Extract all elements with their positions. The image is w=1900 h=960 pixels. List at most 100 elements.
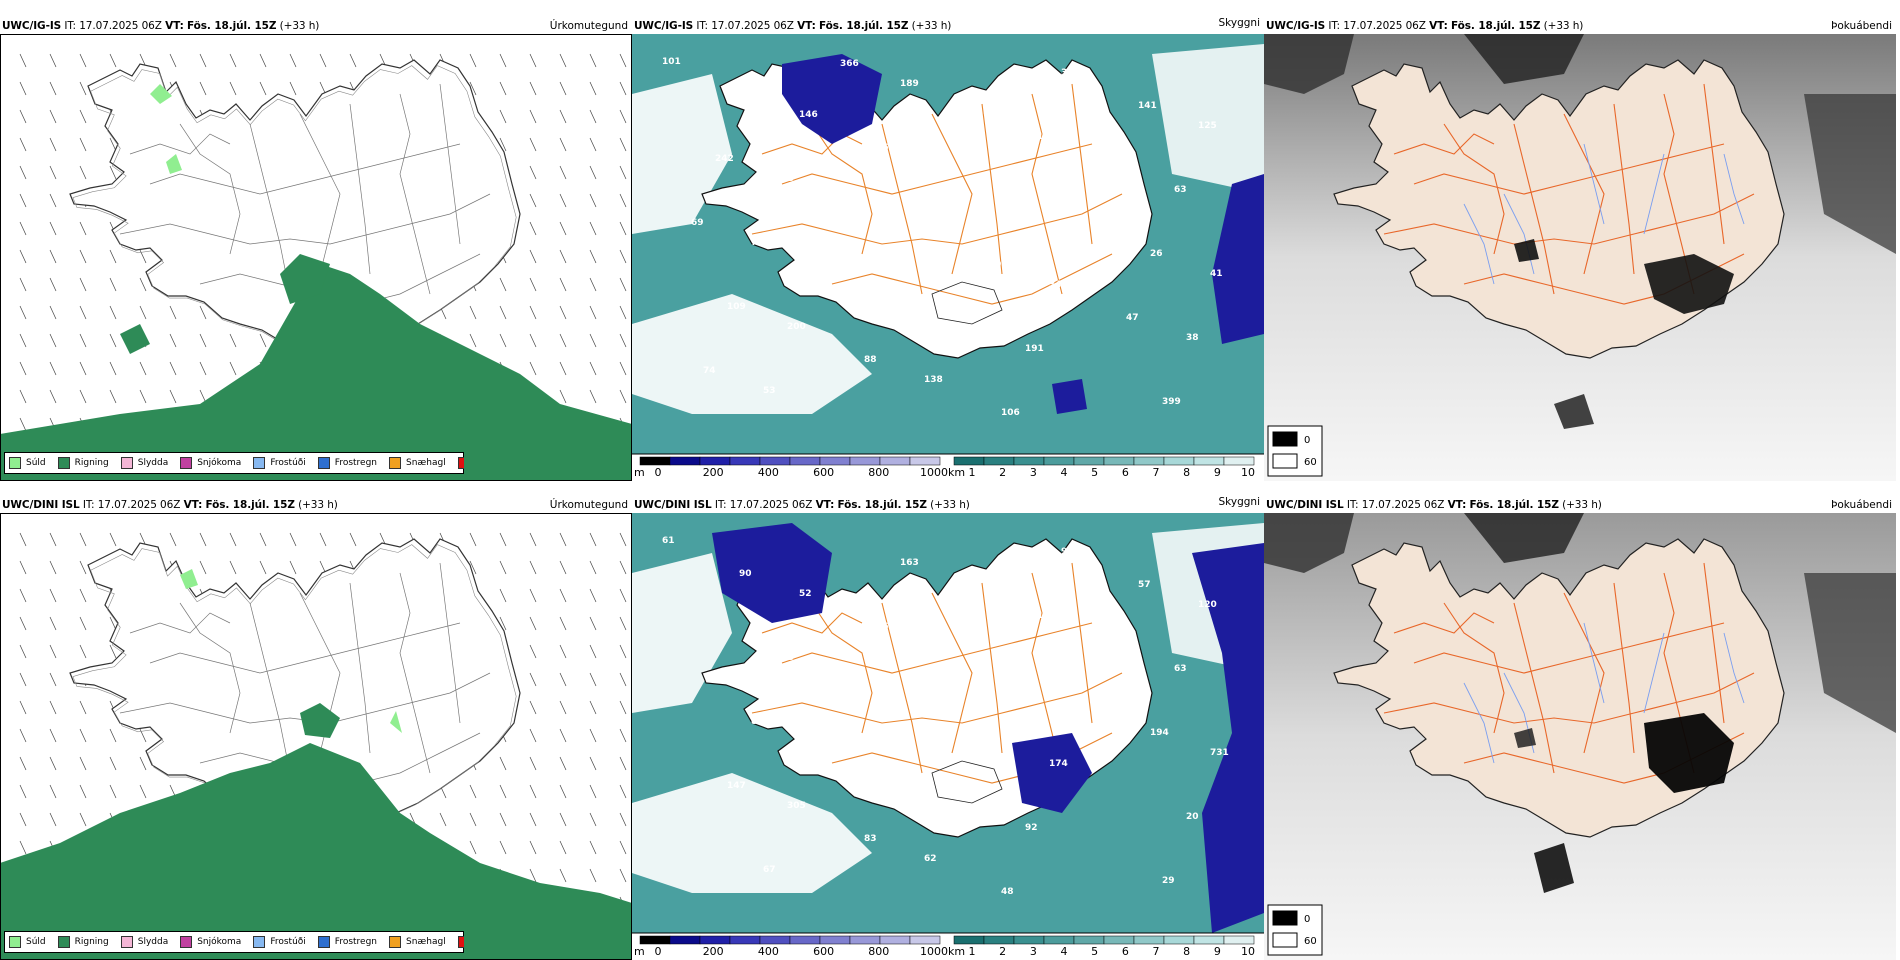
wind-barb bbox=[79, 221, 87, 236]
wind-barb bbox=[49, 137, 57, 152]
visibility-value-label: 163 bbox=[1037, 611, 1056, 621]
wind-barb bbox=[259, 53, 267, 68]
road-line bbox=[119, 193, 491, 245]
road-line bbox=[129, 133, 231, 155]
colorbar-cell bbox=[909, 456, 941, 466]
visibility-value-label: 759 bbox=[936, 163, 955, 173]
visibility-value-label: 52 bbox=[799, 589, 812, 599]
dense-fog-area bbox=[1264, 513, 1354, 573]
wind-barb bbox=[589, 277, 597, 292]
visibility-value-label: 226 bbox=[852, 207, 871, 217]
wind-barb bbox=[49, 165, 57, 180]
road-line bbox=[349, 103, 371, 275]
road-line bbox=[1703, 562, 1725, 724]
wind-barb bbox=[559, 812, 567, 827]
wind-barb bbox=[19, 840, 27, 855]
wind-barb bbox=[589, 840, 597, 855]
wind-barb bbox=[589, 812, 597, 827]
road-line bbox=[1383, 193, 1755, 245]
wind-barb bbox=[559, 616, 567, 631]
wind-barb bbox=[79, 333, 87, 348]
river-line bbox=[1463, 203, 1495, 285]
wind-barb bbox=[559, 560, 567, 575]
legend-item: Rigning bbox=[57, 457, 109, 469]
wind-barb bbox=[559, 756, 567, 771]
legend-swatch bbox=[389, 457, 402, 469]
road-line bbox=[1383, 672, 1755, 724]
wind-barb bbox=[619, 672, 627, 687]
legend-swatch bbox=[457, 457, 464, 469]
legend-swatch bbox=[253, 457, 266, 469]
wind-barb bbox=[79, 249, 87, 264]
fog-legend-swatch bbox=[1272, 453, 1298, 469]
wind-barb bbox=[499, 109, 507, 124]
wind-barb bbox=[619, 193, 627, 208]
road-line bbox=[299, 113, 341, 275]
colorbar-tick-label: 0 bbox=[655, 466, 662, 479]
wind-barb bbox=[79, 700, 87, 715]
fog-legend-label: 60 bbox=[1304, 457, 1317, 468]
wind-barb bbox=[19, 672, 27, 687]
wind-barb bbox=[49, 812, 57, 827]
wind-barb bbox=[619, 53, 627, 68]
precip-map: Súld Rigning Slydda Snjókoma Frostúði Frostre… bbox=[0, 34, 632, 481]
colorbar-cell bbox=[849, 935, 881, 945]
colorbar-cell bbox=[1193, 935, 1225, 945]
legend-swatch bbox=[120, 936, 133, 948]
wind-barb bbox=[139, 756, 147, 771]
wind-barb bbox=[499, 333, 507, 348]
wind-barb bbox=[559, 305, 567, 320]
road-line bbox=[349, 582, 371, 754]
wind-barb bbox=[499, 812, 507, 827]
legend-swatch bbox=[180, 936, 193, 948]
wind-barb bbox=[469, 840, 477, 855]
dense-fog-area bbox=[1534, 843, 1574, 893]
colorbar-tick-label: 600 bbox=[813, 945, 834, 958]
visibility-value-label: 48 bbox=[1001, 887, 1014, 897]
colorbar-tick-label: 1 bbox=[969, 466, 976, 479]
wind-barb bbox=[619, 756, 627, 771]
wind-barb bbox=[19, 812, 27, 827]
legend-label: Snæhagl bbox=[406, 458, 446, 468]
wind-barb bbox=[469, 560, 477, 575]
dense-fog-area bbox=[1804, 573, 1896, 733]
legend-label: Frostúði bbox=[270, 937, 306, 947]
legend-item: Slydda bbox=[120, 457, 168, 469]
dense-fog-area bbox=[1804, 94, 1896, 254]
wind-barb bbox=[619, 588, 627, 603]
low-visibility-area bbox=[782, 54, 882, 144]
colorbar-tick-label: 9 bbox=[1214, 945, 1221, 958]
wind-barb bbox=[529, 109, 537, 124]
wind-barb bbox=[19, 588, 27, 603]
colorbar-cell bbox=[879, 935, 911, 945]
wind-barb bbox=[19, 109, 27, 124]
wind-barb bbox=[589, 560, 597, 575]
wind-barb bbox=[559, 700, 567, 715]
wind-barb bbox=[469, 812, 477, 827]
wind-barb bbox=[139, 389, 147, 404]
wind-barb bbox=[169, 305, 177, 320]
visibility-value-label: 366 bbox=[840, 59, 859, 69]
visibility-value-label: 92 bbox=[1025, 823, 1038, 833]
colorbar-tick-label: 400 bbox=[758, 466, 779, 479]
road-line bbox=[1443, 602, 1505, 734]
visibility-value-label: 148 bbox=[775, 174, 794, 184]
dense-fog-area bbox=[1514, 728, 1536, 748]
visibility-value-label: 74 bbox=[703, 366, 716, 376]
wind-barb bbox=[529, 221, 537, 236]
rain-area bbox=[120, 324, 150, 354]
wind-barb bbox=[49, 784, 57, 799]
legend-item: Snæhagl bbox=[389, 457, 446, 469]
visibility-value-label: 42 bbox=[1073, 695, 1086, 705]
legend-label: Frostregn bbox=[334, 937, 378, 947]
wind-barb bbox=[499, 305, 507, 320]
fog-legend-label: 0 bbox=[1304, 914, 1310, 925]
wind-barb bbox=[499, 840, 507, 855]
colorbar-unit: m bbox=[634, 945, 645, 958]
visibility-value-label: 101 bbox=[662, 57, 681, 67]
colorbar-cell bbox=[1013, 456, 1045, 466]
wind-barb bbox=[529, 700, 537, 715]
visibility-value-label: 242 bbox=[715, 154, 734, 164]
visibility-value-label: 109 bbox=[727, 302, 746, 312]
wind-barb bbox=[529, 868, 537, 883]
